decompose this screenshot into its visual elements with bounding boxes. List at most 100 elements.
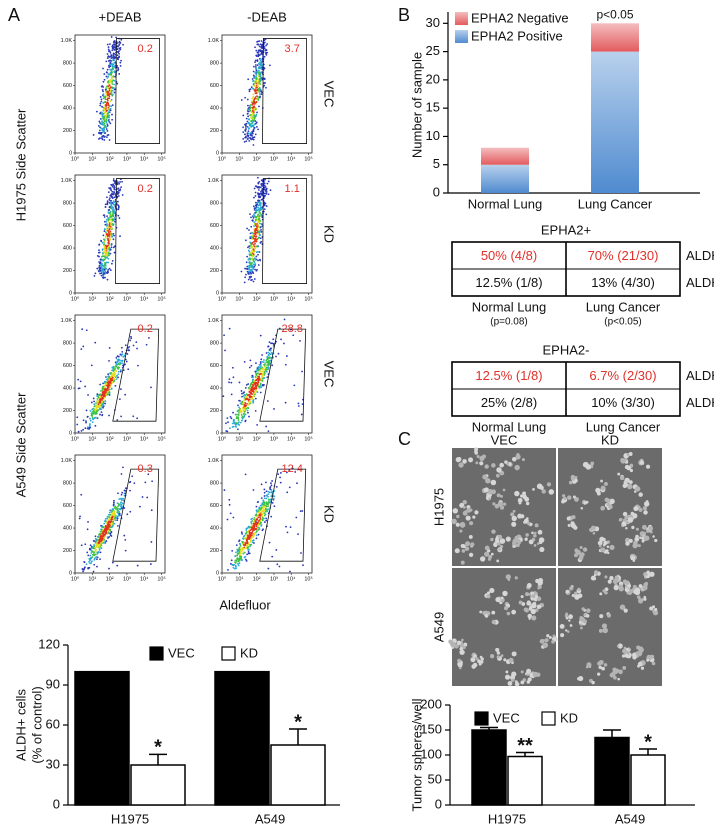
sphere-cell [546,482,552,487]
event-dot [102,106,105,109]
sphere-cell [574,594,580,600]
y-tick-label: 800 [63,61,72,67]
sphere-cell [548,489,555,495]
event-dot [107,244,110,247]
event-dot [100,544,103,547]
y-tick-label: 600 [210,83,219,89]
event-dot [261,354,263,356]
event-dot [257,264,260,266]
x-tick-label: 10³ [123,436,131,442]
event-dot [263,195,266,197]
event-dot [249,543,252,546]
event-dot [244,413,247,416]
event-dot [100,272,103,275]
x-tick-label: 10⁴ [140,435,149,442]
event-dot [102,93,105,96]
event-dot [262,372,265,375]
sphere-cell [456,640,462,645]
event-dot [101,541,104,543]
sphere-cell [603,538,606,541]
event-dot [110,227,113,230]
event-dot [98,129,101,132]
event-dot [90,401,93,404]
event-dot [88,424,91,427]
sphere-cell [619,475,625,481]
event-dot [250,252,252,254]
event-dot [94,409,97,412]
event-dot [107,257,110,260]
event-dot [120,346,123,349]
event-dot [110,60,112,62]
sphere-cell [477,659,482,664]
event-dot [256,377,259,380]
event-dot [264,368,267,370]
event-dot [269,347,272,350]
event-dot [267,354,270,357]
sphere-cell [500,654,504,658]
sphere-cell [643,595,647,599]
event-dot [257,128,259,131]
event-dot [256,111,258,114]
y-tick-label: 5 [433,156,440,171]
event-dot [286,491,289,494]
event-dot [254,517,257,520]
event-dot [249,244,252,247]
event-dot [263,374,266,376]
event-dot [113,188,116,191]
x-tick-label: 10¹ [235,156,243,162]
sphere-cell [640,666,645,670]
y-tick-label: 800 [210,481,219,487]
event-dot [226,518,229,521]
gate [115,38,161,144]
event-dot [254,247,257,250]
sphere-cell [567,495,572,500]
event-dot [243,281,246,284]
event-dot [96,398,99,400]
event-dot [252,280,255,283]
event-dot [85,563,88,566]
y-tick-label: 800 [210,61,219,67]
event-dot [113,61,116,64]
event-dot [112,214,115,217]
event-dot [104,91,107,94]
event-dot [118,366,121,369]
event-dot [232,564,235,567]
x-tick-label: 10³ [270,296,278,302]
y-tick-label: 600 [210,223,219,229]
event-dot [139,505,141,508]
x-tick-label: 10¹ [88,576,96,582]
event-dot [273,495,276,498]
event-dot [117,524,119,527]
sphere-cell [526,668,532,674]
event-dot [90,556,93,559]
sphere-cell [641,536,645,540]
y-tick-label: 30 [46,756,60,771]
event-dot [110,222,113,225]
sphere-cell [626,453,630,456]
event-dot [261,376,264,378]
event-dot [111,118,114,121]
event-dot [243,140,246,143]
event-dot [235,422,238,424]
event-dot [109,216,112,219]
event-dot [99,104,102,107]
event-dot [255,98,258,101]
table: EPHA2-12.5% (1/8)6.7% (2/30)ALDH+25% (2/… [451,342,714,434]
event-dot [260,213,263,216]
event-dot [237,413,240,416]
event-dot [226,430,229,433]
event-dot [258,78,261,81]
sphere-cell [469,521,474,526]
y-tick-label: 1.0K [208,38,220,44]
event-dot [104,96,107,99]
event-dot [86,528,89,531]
legend-swatch [455,12,468,25]
event-dot [243,534,246,537]
event-dot [259,61,261,64]
event-dot [252,108,254,110]
event-dot [245,407,248,410]
event-dot [115,356,118,359]
event-dot [257,216,259,219]
event-dot [238,381,241,384]
sphere-cell [455,522,460,527]
